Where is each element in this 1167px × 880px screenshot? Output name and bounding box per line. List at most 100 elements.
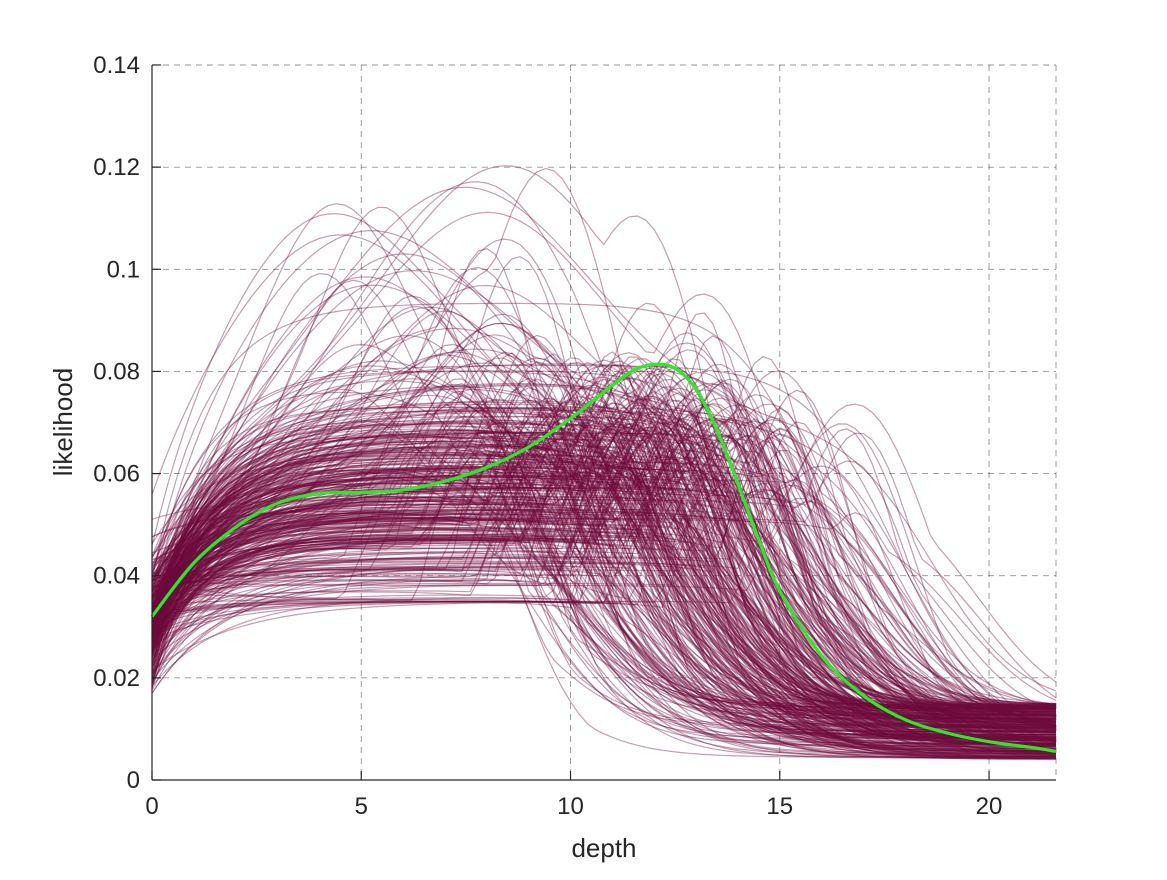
ensemble-curve <box>151 415 1057 740</box>
ensemble-curve <box>151 322 1057 713</box>
ensemble-curve <box>151 407 1057 741</box>
ensemble-curve <box>151 352 1056 709</box>
ensemble-curve <box>151 503 1056 728</box>
ensemble-curve <box>151 454 1057 723</box>
ensemble-curve <box>151 438 1056 711</box>
ensemble-curve <box>151 435 1057 709</box>
ensemble-curve <box>151 377 1056 720</box>
ensemble-curve <box>151 467 1056 728</box>
ensemble-curve <box>151 520 1057 750</box>
ensemble-curve <box>151 437 1056 736</box>
ensemble-curve <box>151 385 1056 726</box>
ensemble-curve <box>151 469 1057 713</box>
ensemble-curve <box>151 429 1056 713</box>
ensemble-curve <box>151 440 1056 758</box>
ensemble-curve <box>151 411 1056 728</box>
ensemble-curve <box>151 464 1056 732</box>
ensemble-curve <box>151 399 1057 752</box>
ensemble-curve <box>151 451 1056 716</box>
y-tick-label: 0.1 <box>107 256 140 283</box>
ensemble-curve <box>151 484 1056 744</box>
ensemble-curve <box>151 312 1057 721</box>
ensemble-curve <box>151 433 1056 758</box>
ensemble-curve <box>151 434 1057 733</box>
ensemble-curve <box>151 470 1057 717</box>
ensemble-curve <box>151 464 1057 755</box>
ensemble-curve <box>151 438 1057 706</box>
ensemble-curve <box>151 358 1056 731</box>
ensemble-curve <box>151 419 1057 748</box>
ensemble-curve <box>151 397 1057 738</box>
ensemble-curve <box>151 398 1056 728</box>
ensemble-curve <box>151 415 1056 752</box>
ensemble-curve <box>151 489 1057 751</box>
ensemble-curve <box>151 426 1056 760</box>
ensemble-curve <box>151 476 1057 738</box>
ensemble-curve <box>151 382 1056 708</box>
ensemble-curve <box>151 455 1056 746</box>
ensemble-curve <box>151 378 1057 731</box>
ensemble-curve <box>151 417 1057 714</box>
ensemble-curve <box>151 433 1057 750</box>
y-tick-label: 0.14 <box>93 52 140 79</box>
ensemble-curve <box>151 387 1056 733</box>
ensemble-curve <box>151 253 1056 758</box>
ensemble-curve <box>151 203 1057 728</box>
ensemble-curve <box>151 402 1056 710</box>
ensemble-curve <box>151 378 1056 753</box>
ensemble-curve <box>151 388 1057 718</box>
ensemble-curve <box>151 378 1056 753</box>
ensemble-curve <box>151 434 1056 746</box>
ensemble-curve <box>151 495 1056 758</box>
ensemble-curve <box>151 457 1056 753</box>
ensemble-curve <box>151 480 1056 710</box>
ensemble-curve <box>151 445 1057 721</box>
ensemble-curve <box>151 370 1057 732</box>
ensemble-curve <box>151 360 1056 706</box>
ensemble-curve <box>151 229 1057 731</box>
ensemble-curve <box>151 456 1056 715</box>
ensemble-curve <box>151 403 1057 683</box>
y-tick-label: 0 <box>127 767 140 794</box>
ensemble-curve <box>151 402 1057 717</box>
ensemble-curve <box>151 397 1056 709</box>
ensemble-curve <box>151 364 1056 707</box>
ensemble-curve <box>151 363 1057 732</box>
ensemble-curve <box>151 332 1057 710</box>
ensemble-curve <box>151 449 1056 736</box>
ensemble-curve <box>151 366 1056 746</box>
ensemble-curve <box>151 499 1056 707</box>
ensemble-curve <box>151 418 1057 717</box>
ensemble-curve <box>151 423 1057 743</box>
ensemble-curve <box>151 165 1056 715</box>
ensemble-curve <box>151 284 1057 747</box>
ensemble-curve <box>151 484 1057 717</box>
ensemble-curve <box>151 444 1057 730</box>
ensemble-curve <box>151 415 1057 722</box>
ensemble-curve <box>151 450 1056 734</box>
ensemble-curve <box>151 395 1056 721</box>
ensemble-curve <box>151 465 1057 751</box>
ensemble-curve <box>151 385 1056 740</box>
ensemble-curve <box>151 471 1056 708</box>
ensemble-curve <box>151 352 1056 742</box>
ensemble-curve <box>151 362 1057 714</box>
ensemble-curve <box>151 474 1057 718</box>
ensemble-curve <box>151 409 1056 715</box>
ensemble-curve <box>151 428 1057 751</box>
ensemble-curve <box>151 394 1056 752</box>
ensemble-curve <box>151 452 1056 751</box>
y-tick-label: 0.12 <box>93 154 140 181</box>
ensemble-curve <box>151 470 1056 729</box>
ensemble-curve <box>151 266 1056 740</box>
ensemble-curve <box>151 434 1056 710</box>
ensemble-curve <box>151 343 1056 705</box>
ensemble-curve <box>151 468 1056 719</box>
ensemble-curve <box>151 421 1057 726</box>
ensemble-curve <box>151 450 1056 706</box>
ensemble-curve <box>151 451 1056 752</box>
tick-labels: 0 5 10 15 20 0 0.02 0.04 0.06 0.08 0.1 0.12 0.14 <box>93 52 1002 820</box>
ensemble-curve <box>151 426 1056 752</box>
ensemble-curve <box>151 464 1056 727</box>
ensemble-curve <box>151 357 1056 728</box>
